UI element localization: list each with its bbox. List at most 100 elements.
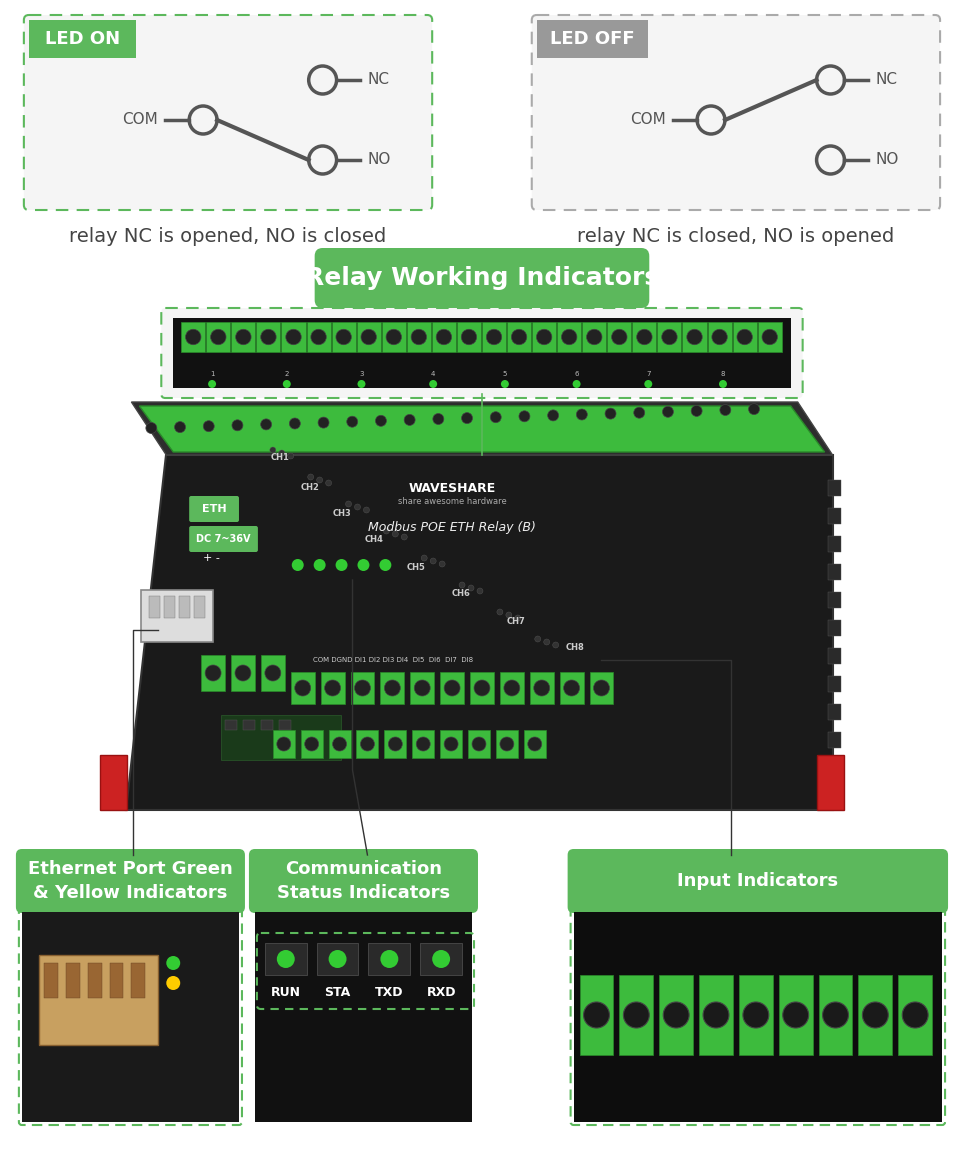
Bar	[560, 672, 584, 704]
Circle shape	[336, 329, 351, 345]
Bar	[828, 620, 842, 636]
Circle shape	[500, 737, 514, 751]
Circle shape	[782, 1002, 808, 1028]
Text: 1: 1	[210, 371, 214, 377]
Circle shape	[379, 559, 392, 571]
Text: RXD: RXD	[426, 986, 456, 999]
Circle shape	[354, 504, 360, 510]
Bar	[384, 730, 406, 758]
Bar	[580, 975, 613, 1055]
Circle shape	[432, 950, 450, 968]
Circle shape	[278, 450, 285, 456]
Circle shape	[270, 447, 276, 453]
Bar	[44, 963, 58, 998]
Bar	[291, 672, 315, 704]
Circle shape	[762, 329, 778, 345]
Circle shape	[232, 420, 243, 431]
FancyBboxPatch shape	[161, 308, 803, 398]
Circle shape	[691, 405, 702, 417]
Bar	[317, 943, 358, 975]
Bar	[683, 322, 707, 352]
Bar	[828, 732, 842, 748]
Circle shape	[720, 405, 731, 415]
Bar	[407, 322, 431, 352]
Circle shape	[328, 950, 347, 968]
Bar	[828, 648, 842, 665]
Bar	[357, 322, 381, 352]
Bar	[899, 975, 932, 1055]
Bar	[202, 655, 225, 691]
Circle shape	[357, 380, 366, 388]
Polygon shape	[127, 455, 832, 810]
Circle shape	[737, 329, 753, 345]
Circle shape	[166, 956, 180, 970]
Circle shape	[644, 380, 652, 388]
Circle shape	[380, 950, 398, 968]
Bar	[273, 730, 295, 758]
Circle shape	[389, 737, 402, 751]
Circle shape	[576, 410, 588, 420]
Circle shape	[504, 680, 519, 696]
Text: STA: STA	[324, 986, 350, 999]
Text: Communication
Status Indicators: Communication Status Indicators	[276, 860, 450, 902]
Circle shape	[261, 329, 276, 345]
Circle shape	[401, 534, 407, 541]
Circle shape	[364, 507, 370, 512]
Circle shape	[472, 737, 486, 751]
Bar	[65, 963, 80, 998]
Circle shape	[393, 531, 398, 537]
Bar	[858, 975, 892, 1055]
Circle shape	[283, 380, 291, 388]
Circle shape	[208, 380, 216, 388]
Bar	[817, 755, 845, 810]
FancyBboxPatch shape	[24, 15, 432, 209]
Bar	[500, 672, 524, 704]
Text: CH7: CH7	[507, 617, 526, 626]
Bar	[225, 720, 237, 730]
Bar	[440, 672, 464, 704]
Circle shape	[535, 636, 540, 642]
Circle shape	[304, 737, 319, 751]
Bar	[38, 955, 158, 1045]
Polygon shape	[139, 406, 825, 452]
Bar	[828, 704, 842, 720]
Bar	[261, 720, 273, 730]
Bar	[22, 911, 239, 1122]
Circle shape	[474, 680, 490, 696]
Bar	[732, 322, 756, 352]
FancyBboxPatch shape	[189, 496, 239, 522]
Circle shape	[515, 615, 521, 621]
FancyBboxPatch shape	[16, 849, 245, 913]
Circle shape	[593, 680, 610, 696]
Bar	[432, 322, 456, 352]
Circle shape	[210, 329, 226, 345]
Circle shape	[564, 680, 580, 696]
Bar	[589, 672, 613, 704]
Bar	[633, 322, 657, 352]
Bar	[331, 322, 355, 352]
Bar	[412, 730, 434, 758]
Circle shape	[506, 612, 512, 618]
Text: ETH: ETH	[202, 504, 227, 514]
Circle shape	[430, 558, 436, 564]
Circle shape	[265, 665, 281, 681]
Bar	[828, 676, 842, 691]
Circle shape	[417, 737, 430, 751]
Bar	[243, 720, 255, 730]
Circle shape	[421, 555, 427, 560]
Bar	[141, 590, 213, 642]
Circle shape	[347, 417, 358, 427]
Text: COM: COM	[631, 112, 666, 128]
Bar	[779, 975, 812, 1055]
Circle shape	[584, 1002, 610, 1028]
Circle shape	[175, 421, 185, 433]
Bar	[382, 322, 406, 352]
Bar	[819, 975, 852, 1055]
Bar	[380, 672, 404, 704]
FancyBboxPatch shape	[532, 15, 940, 209]
Bar	[828, 536, 842, 552]
Circle shape	[605, 408, 616, 419]
Circle shape	[562, 329, 577, 345]
Circle shape	[433, 413, 444, 425]
Bar	[658, 322, 682, 352]
